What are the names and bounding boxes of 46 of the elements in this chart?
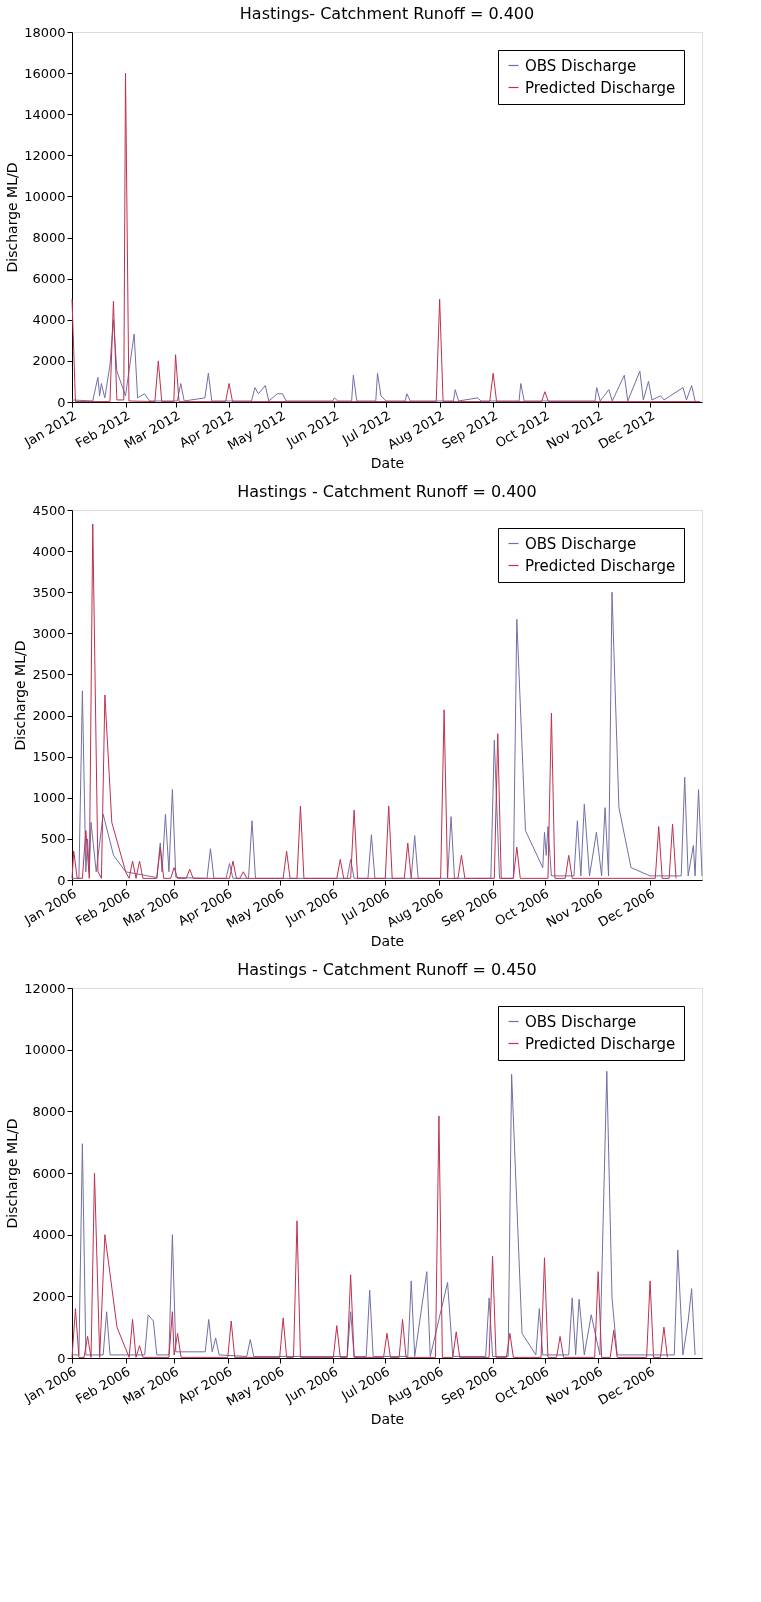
y-tick-label: 3500 <box>32 584 66 600</box>
y-tick-label: 12000 <box>24 147 66 163</box>
legend-label: OBS Discharge <box>525 1012 637 1031</box>
y-tick-label: 2000 <box>32 708 66 724</box>
y-tick-label: 6000 <box>32 271 66 287</box>
legend-label: OBS Discharge <box>525 56 637 75</box>
y-tick-label: 4500 <box>32 502 66 518</box>
chart-title: Hastings- Catchment Runoff = 0.400 <box>239 4 535 23</box>
x-axis-title: Date <box>370 1410 405 1427</box>
y-tick-label: 3000 <box>32 625 66 641</box>
chart-title: Hastings - Catchment Runoff = 0.400 <box>237 482 537 501</box>
legend-label: Predicted Discharge <box>525 556 676 575</box>
y-tick-label: 4000 <box>32 312 66 328</box>
chart-title: Hastings - Catchment Runoff = 0.450 <box>237 960 537 979</box>
x-axis-title: Date <box>370 932 405 949</box>
y-tick-label: 1000 <box>32 790 66 806</box>
legend-label: OBS Discharge <box>525 534 637 553</box>
y-tick-label: 2500 <box>32 666 66 682</box>
x-axis-title: Date <box>370 454 405 471</box>
y-tick-label: 16000 <box>24 65 66 81</box>
y-axis-title: Discharge ML/D <box>4 1118 21 1229</box>
y-tick-label: 1500 <box>32 749 66 765</box>
y-tick-label: 0 <box>57 1350 66 1366</box>
y-tick-label: 0 <box>57 394 66 410</box>
y-tick-label: 12000 <box>24 980 66 996</box>
y-tick-label: 6000 <box>32 1165 66 1181</box>
y-tick-label: 14000 <box>24 106 66 122</box>
y-tick-label: 8000 <box>32 1103 66 1119</box>
y-axis-title: Discharge ML/D <box>4 162 21 273</box>
y-tick-label: 0 <box>57 872 66 888</box>
y-tick-label: 18000 <box>24 24 66 40</box>
y-tick-label: 10000 <box>24 1042 66 1058</box>
line-series <box>71 523 677 879</box>
line-series <box>71 1070 696 1357</box>
legend-label: Predicted Discharge <box>525 78 676 97</box>
y-tick-label: 10000 <box>24 188 66 204</box>
y-tick-label: 4000 <box>32 543 66 559</box>
line-series <box>71 1115 668 1358</box>
y-tick-label: 2000 <box>32 1288 66 1304</box>
y-tick-label: 4000 <box>32 1227 66 1243</box>
y-tick-label: 8000 <box>32 230 66 246</box>
y-axis-title: Discharge ML/D <box>12 640 29 751</box>
y-tick-label: 2000 <box>32 353 66 369</box>
y-tick-label: 500 <box>40 831 66 847</box>
legend-label: Predicted Discharge <box>525 1034 676 1053</box>
line-series <box>71 319 696 402</box>
